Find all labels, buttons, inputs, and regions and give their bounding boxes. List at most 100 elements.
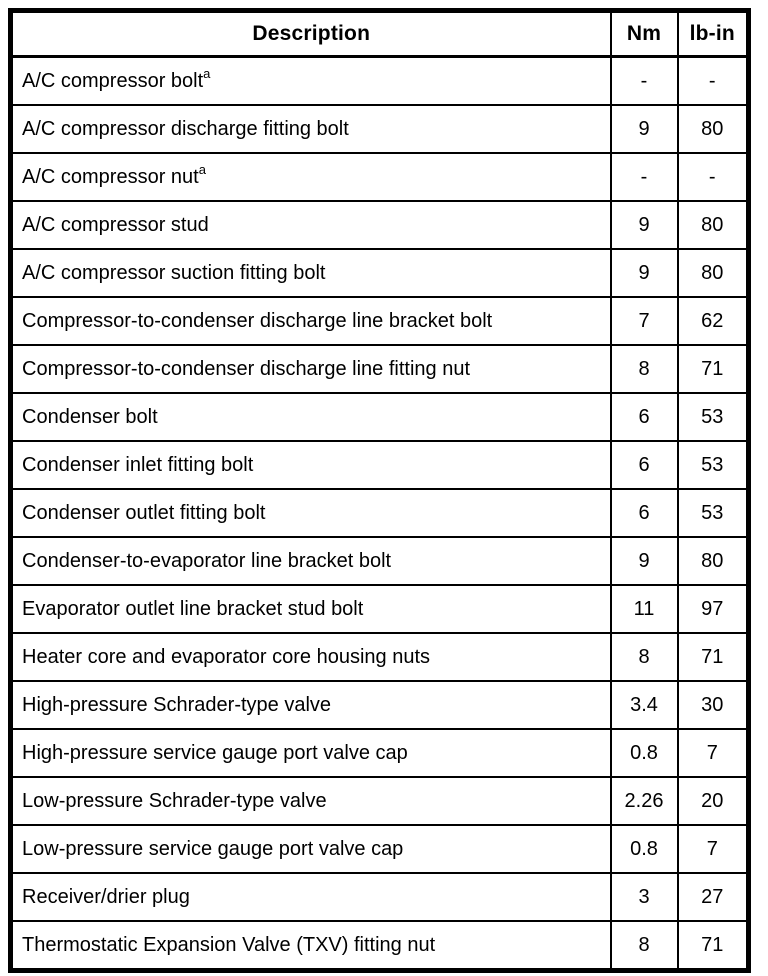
description-cell: Low-pressure Schrader-type valve xyxy=(9,776,612,826)
description-text: Receiver/drier plug xyxy=(22,885,190,908)
lbin-cell: 27 xyxy=(676,872,750,922)
table-row: Receiver/drier plug 3 27 xyxy=(9,872,750,922)
description-cell: Compressor-to-condenser discharge line f… xyxy=(9,344,612,394)
description-cell: Condenser bolt xyxy=(9,392,612,442)
description-text: A/C compressor suction fitting bolt xyxy=(22,261,326,284)
footnote-marker: a xyxy=(198,161,206,177)
nm-cell: 3 xyxy=(609,872,679,922)
description-text: Low-pressure Schrader-type valve xyxy=(22,789,327,812)
description-cell: High-pressure Schrader-type valve xyxy=(9,680,612,730)
lbin-cell: 80 xyxy=(676,104,750,154)
lbin-cell: 71 xyxy=(676,632,750,682)
table-row: A/C compressor bolta - - xyxy=(9,55,750,106)
column-header-lb-in: lb-in xyxy=(676,9,750,58)
lbin-cell: 71 xyxy=(676,920,750,972)
lbin-cell: - xyxy=(676,55,750,106)
description-cell: Thermostatic Expansion Valve (TXV) fitti… xyxy=(9,920,612,972)
description-cell: Condenser outlet fitting bolt xyxy=(9,488,612,538)
lbin-cell: 53 xyxy=(676,440,750,490)
nm-cell: - xyxy=(609,55,679,106)
lbin-cell: - xyxy=(676,152,750,202)
nm-cell: 0.8 xyxy=(609,728,679,778)
lbin-cell: 71 xyxy=(676,344,750,394)
table-row: Condenser-to-evaporator line bracket bol… xyxy=(9,536,750,586)
table-row: Low-pressure service gauge port valve ca… xyxy=(9,824,750,874)
description-text: Thermostatic Expansion Valve (TXV) fitti… xyxy=(22,933,436,956)
description-text: A/C compressor bolt xyxy=(22,69,204,92)
table-row: A/C compressor nuta - - xyxy=(9,152,750,202)
description-text: High-pressure service gauge port valve c… xyxy=(22,741,408,764)
nm-cell: 9 xyxy=(609,200,679,250)
nm-cell: - xyxy=(609,152,679,202)
nm-cell: 9 xyxy=(609,104,679,154)
nm-cell: 6 xyxy=(609,392,679,442)
torque-spec-table: Description Nm lb-in A/C compressor bolt… xyxy=(8,8,751,973)
description-cell: Condenser-to-evaporator line bracket bol… xyxy=(9,536,612,586)
description-text: A/C compressor stud xyxy=(22,213,209,236)
column-header-nm: Nm xyxy=(609,9,679,58)
lbin-cell: 80 xyxy=(676,248,750,298)
description-text: A/C compressor discharge fitting bolt xyxy=(22,117,349,140)
table-row: Condenser outlet fitting bolt 6 53 xyxy=(9,488,750,538)
nm-cell: 9 xyxy=(609,536,679,586)
table-row: High-pressure service gauge port valve c… xyxy=(9,728,750,778)
nm-cell: 0.8 xyxy=(609,824,679,874)
column-header-description: Description xyxy=(9,9,612,58)
description-text: Compressor-to-condenser discharge line b… xyxy=(22,309,493,332)
table-row: High-pressure Schrader-type valve 3.4 30 xyxy=(9,680,750,730)
table-row: Compressor-to-condenser discharge line b… xyxy=(9,296,750,346)
description-cell: Heater core and evaporator core housing … xyxy=(9,632,612,682)
lbin-cell: 53 xyxy=(676,488,750,538)
nm-cell: 2.26 xyxy=(609,776,679,826)
table-row: Heater core and evaporator core housing … xyxy=(9,632,750,682)
description-text: Compressor-to-condenser discharge line f… xyxy=(22,357,470,380)
spec-table-body: A/C compressor bolta - - A/C compressor … xyxy=(9,55,750,972)
nm-cell: 7 xyxy=(609,296,679,346)
lbin-cell: 80 xyxy=(676,536,750,586)
lbin-cell: 30 xyxy=(676,680,750,730)
table-row: Compressor-to-condenser discharge line f… xyxy=(9,344,750,394)
description-cell: Compressor-to-condenser discharge line b… xyxy=(9,296,612,346)
lbin-cell: 53 xyxy=(676,392,750,442)
table-row: Evaporator outlet line bracket stud bolt… xyxy=(9,584,750,634)
lbin-cell: 7 xyxy=(676,824,750,874)
description-cell: Condenser inlet fitting bolt xyxy=(9,440,612,490)
description-cell: A/C compressor bolta xyxy=(9,55,612,106)
lbin-cell: 62 xyxy=(676,296,750,346)
nm-cell: 11 xyxy=(609,584,679,634)
description-text: Evaporator outlet line bracket stud bolt xyxy=(22,597,364,620)
table-row: Condenser bolt 6 53 xyxy=(9,392,750,442)
description-cell: High-pressure service gauge port valve c… xyxy=(9,728,612,778)
nm-cell: 8 xyxy=(609,632,679,682)
lbin-cell: 20 xyxy=(676,776,750,826)
description-cell: A/C compressor nuta xyxy=(9,152,612,202)
description-cell: A/C compressor discharge fitting bolt xyxy=(9,104,612,154)
description-text: Low-pressure service gauge port valve ca… xyxy=(22,837,404,860)
header-row: Description Nm lb-in xyxy=(9,9,750,58)
lbin-cell: 7 xyxy=(676,728,750,778)
description-cell: A/C compressor stud xyxy=(9,200,612,250)
description-text: Heater core and evaporator core housing … xyxy=(22,645,431,668)
table-row: A/C compressor discharge fitting bolt 9 … xyxy=(9,104,750,154)
nm-cell: 8 xyxy=(609,344,679,394)
table-row: A/C compressor suction fitting bolt 9 80 xyxy=(9,248,750,298)
table-row: Thermostatic Expansion Valve (TXV) fitti… xyxy=(9,920,750,972)
description-cell: Low-pressure service gauge port valve ca… xyxy=(9,824,612,874)
description-cell: Evaporator outlet line bracket stud bolt xyxy=(9,584,612,634)
nm-cell: 6 xyxy=(609,440,679,490)
table-row: Low-pressure Schrader-type valve 2.26 20 xyxy=(9,776,750,826)
description-text: A/C compressor nut xyxy=(22,165,199,188)
nm-cell: 8 xyxy=(609,920,679,972)
nm-cell: 3.4 xyxy=(609,680,679,730)
footnote-marker: a xyxy=(203,65,211,81)
table-row: A/C compressor stud 9 80 xyxy=(9,200,750,250)
description-text: Condenser bolt xyxy=(22,405,158,428)
description-text: Condenser-to-evaporator line bracket bol… xyxy=(22,549,392,572)
lbin-cell: 80 xyxy=(676,200,750,250)
nm-cell: 9 xyxy=(609,248,679,298)
description-cell: Receiver/drier plug xyxy=(9,872,612,922)
description-text: High-pressure Schrader-type valve xyxy=(22,693,332,716)
table-row: Condenser inlet fitting bolt 6 53 xyxy=(9,440,750,490)
lbin-cell: 97 xyxy=(676,584,750,634)
